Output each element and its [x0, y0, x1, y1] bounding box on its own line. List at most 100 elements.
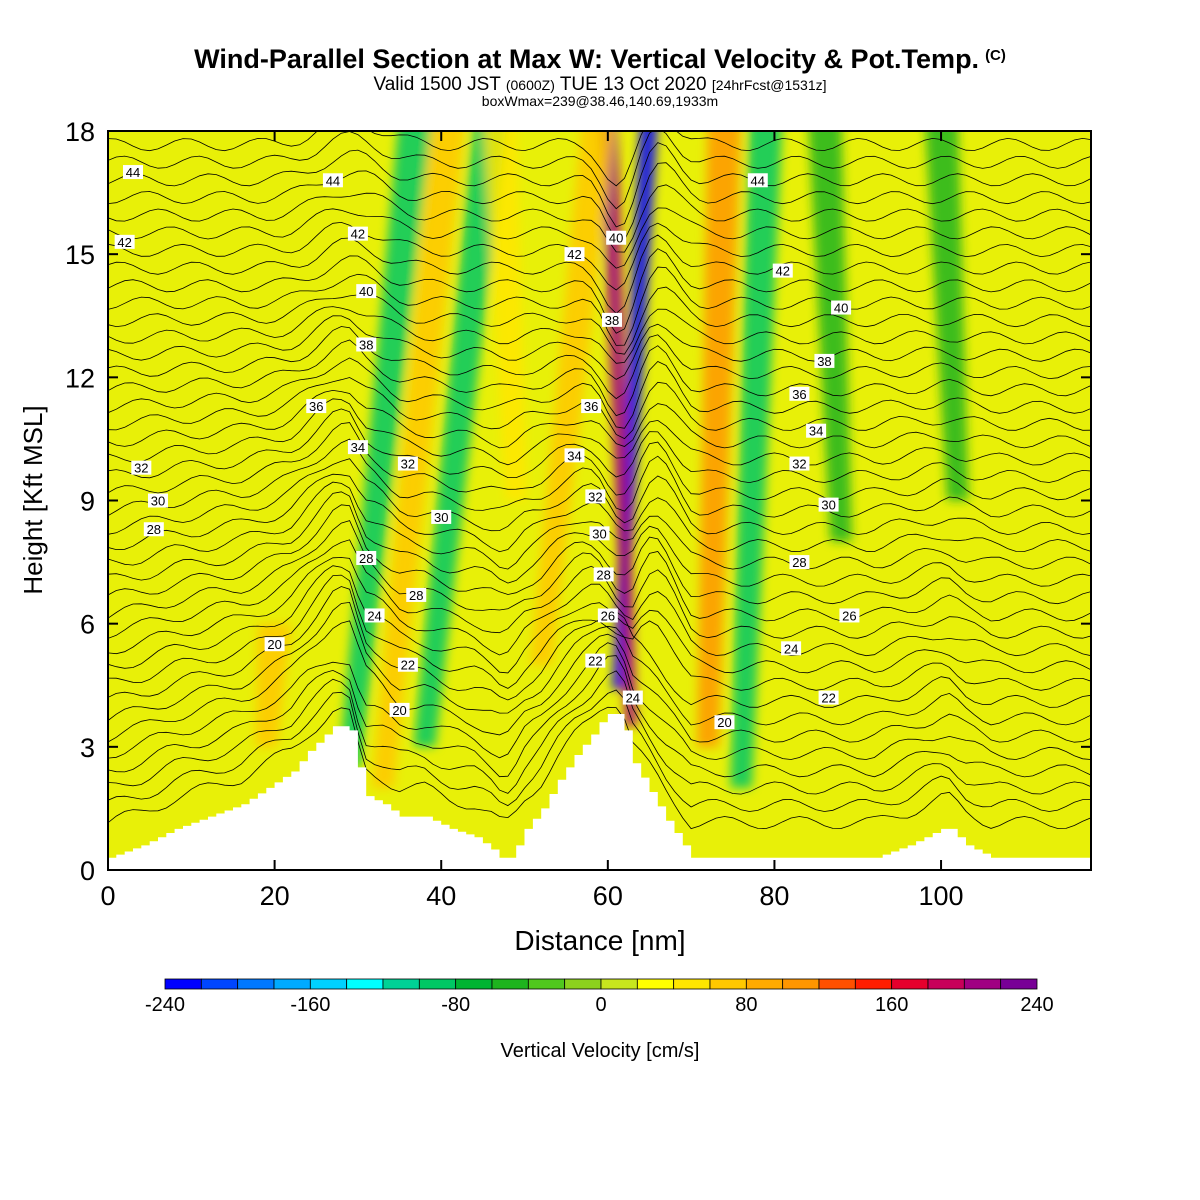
- colorbar-tick-2: -80: [441, 994, 470, 1016]
- theta-contour-5: [108, 620, 1091, 743]
- theta-label-22: 36: [581, 399, 602, 414]
- terrain-layer: [108, 714, 1091, 870]
- colorbar-box-5: [346, 978, 384, 990]
- theta-contour-2: [108, 670, 1091, 795]
- colorbar-box-17: [782, 978, 820, 990]
- theta-label-10: 34: [347, 440, 368, 455]
- theta-label-18: 20: [389, 702, 410, 718]
- theta-label-20: 40: [606, 230, 627, 246]
- theta-contour-31: [108, 248, 1091, 334]
- colorbar-box-6: [382, 978, 420, 990]
- theta-contour-36: [108, 162, 1091, 241]
- x-tick-label-2: 40: [426, 881, 456, 911]
- colorbar-box-2: [237, 978, 275, 990]
- colorbar-box-12: [600, 978, 638, 990]
- vertical-velocity-band-6: [696, 131, 741, 747]
- svg-text:28: 28: [792, 555, 806, 570]
- potential-temperature-contours: [108, 131, 1091, 830]
- contour-labels: 44 42 32 30 28 44 42 40 38 36 34 32 30 28 28 24 20 22 20 42…: [114, 165, 860, 730]
- vertical-velocity-band-7: [730, 131, 782, 788]
- theta-contour-16: [108, 473, 1091, 553]
- theta-contour-18: [108, 438, 1091, 518]
- theta-label-7: 40: [356, 284, 377, 299]
- terrain: [108, 714, 1091, 870]
- svg-text:44: 44: [751, 173, 765, 188]
- theta-label-11: 32: [397, 456, 418, 472]
- x-tick-label-0: 0: [100, 881, 115, 911]
- svg-text:22: 22: [401, 658, 415, 673]
- svg-text:32: 32: [792, 457, 806, 472]
- svg-text:36: 36: [584, 399, 598, 414]
- theta-label-40: 26: [839, 608, 860, 623]
- theta-contour-14: [108, 491, 1091, 587]
- theta-label-23: 34: [564, 448, 585, 463]
- svg-text:28: 28: [409, 588, 423, 603]
- svg-text:28: 28: [147, 522, 161, 537]
- theta-label-36: 34: [806, 423, 827, 439]
- svg-text:32: 32: [401, 457, 415, 472]
- theta-label-2: 32: [131, 460, 152, 476]
- svg-text:40: 40: [609, 231, 623, 246]
- colorbar-label: Vertical Velocity [cm/s]: [501, 1040, 700, 1062]
- colorbar-box-0: [164, 978, 202, 990]
- svg-text:30: 30: [821, 498, 835, 513]
- vertical-velocity-band-2: [372, 131, 465, 788]
- theta-contour-34: [108, 207, 1091, 269]
- theta-contour-10: [108, 557, 1091, 657]
- colorbar-box-10: [527, 978, 566, 990]
- theta-contour-9: [108, 565, 1091, 674]
- theta-label-3: 30: [147, 493, 168, 509]
- svg-text:42: 42: [351, 227, 365, 242]
- theta-label-39: 28: [789, 555, 810, 570]
- y-axis-label: Height [Kft MSL]: [18, 405, 48, 594]
- theta-label-16: 20: [264, 637, 285, 652]
- colorbar: -240 -160 -80 0 80 160 240: [145, 978, 1054, 1016]
- theta-contour-25: [108, 339, 1091, 417]
- colorbar-box-3: [273, 978, 311, 990]
- svg-text:40: 40: [834, 301, 848, 316]
- theta-label-30: 20: [714, 715, 735, 730]
- box-wmax-line: boxWmax=239@38.46,140.69,1933m: [481, 93, 719, 109]
- y-tick-label-6: 18: [65, 117, 95, 147]
- chart-title: Wind-Parallel Section at Max W: Vertical…: [194, 44, 1006, 74]
- theta-label-25: 30: [589, 526, 610, 541]
- theta-contour-4: [108, 642, 1091, 760]
- theta-contour-15: [108, 481, 1091, 570]
- theta-label-38: 30: [818, 497, 839, 513]
- colorbar-box-16: [745, 978, 784, 990]
- colorbar-box-13: [636, 978, 675, 990]
- svg-text:24: 24: [367, 608, 381, 623]
- theta-contour-29: [108, 286, 1091, 355]
- theta-contour-19: [108, 422, 1091, 501]
- x-axis-label: Distance [nm]: [514, 925, 685, 956]
- y-tick-label-3: 9: [80, 487, 95, 517]
- theta-contour-13: [108, 504, 1091, 605]
- theta-label-9: 36: [306, 399, 327, 414]
- colorbar-box-14: [673, 978, 711, 990]
- theta-label-5: 44: [322, 173, 343, 188]
- theta-contour-28: [108, 306, 1091, 364]
- svg-text:38: 38: [605, 313, 619, 328]
- theta-contour-39: [108, 131, 1091, 187]
- theta-label-19: 42: [564, 247, 585, 262]
- colorbar-box-23: [1000, 978, 1038, 990]
- svg-text:24: 24: [626, 691, 640, 706]
- svg-text:34: 34: [567, 448, 581, 463]
- colorbar-box-20: [891, 978, 929, 990]
- theta-label-8: 38: [356, 337, 377, 352]
- theta-label-29: 24: [622, 690, 643, 706]
- svg-text:34: 34: [809, 424, 823, 439]
- x-tick-label-4: 80: [759, 881, 789, 911]
- theta-contour-24: [108, 357, 1091, 429]
- svg-text:30: 30: [592, 526, 606, 541]
- colorbar-tick-3: 0: [595, 994, 606, 1016]
- vertical-velocity-band-0: [338, 131, 431, 768]
- svg-text:36: 36: [792, 387, 806, 402]
- theta-label-14: 28: [406, 587, 427, 603]
- colorbar-box-4: [309, 978, 348, 990]
- svg-text:30: 30: [151, 494, 165, 509]
- theta-contour-6: [108, 601, 1091, 726]
- colorbar-box-22: [963, 978, 1002, 990]
- vertical-velocity-field: [255, 131, 969, 788]
